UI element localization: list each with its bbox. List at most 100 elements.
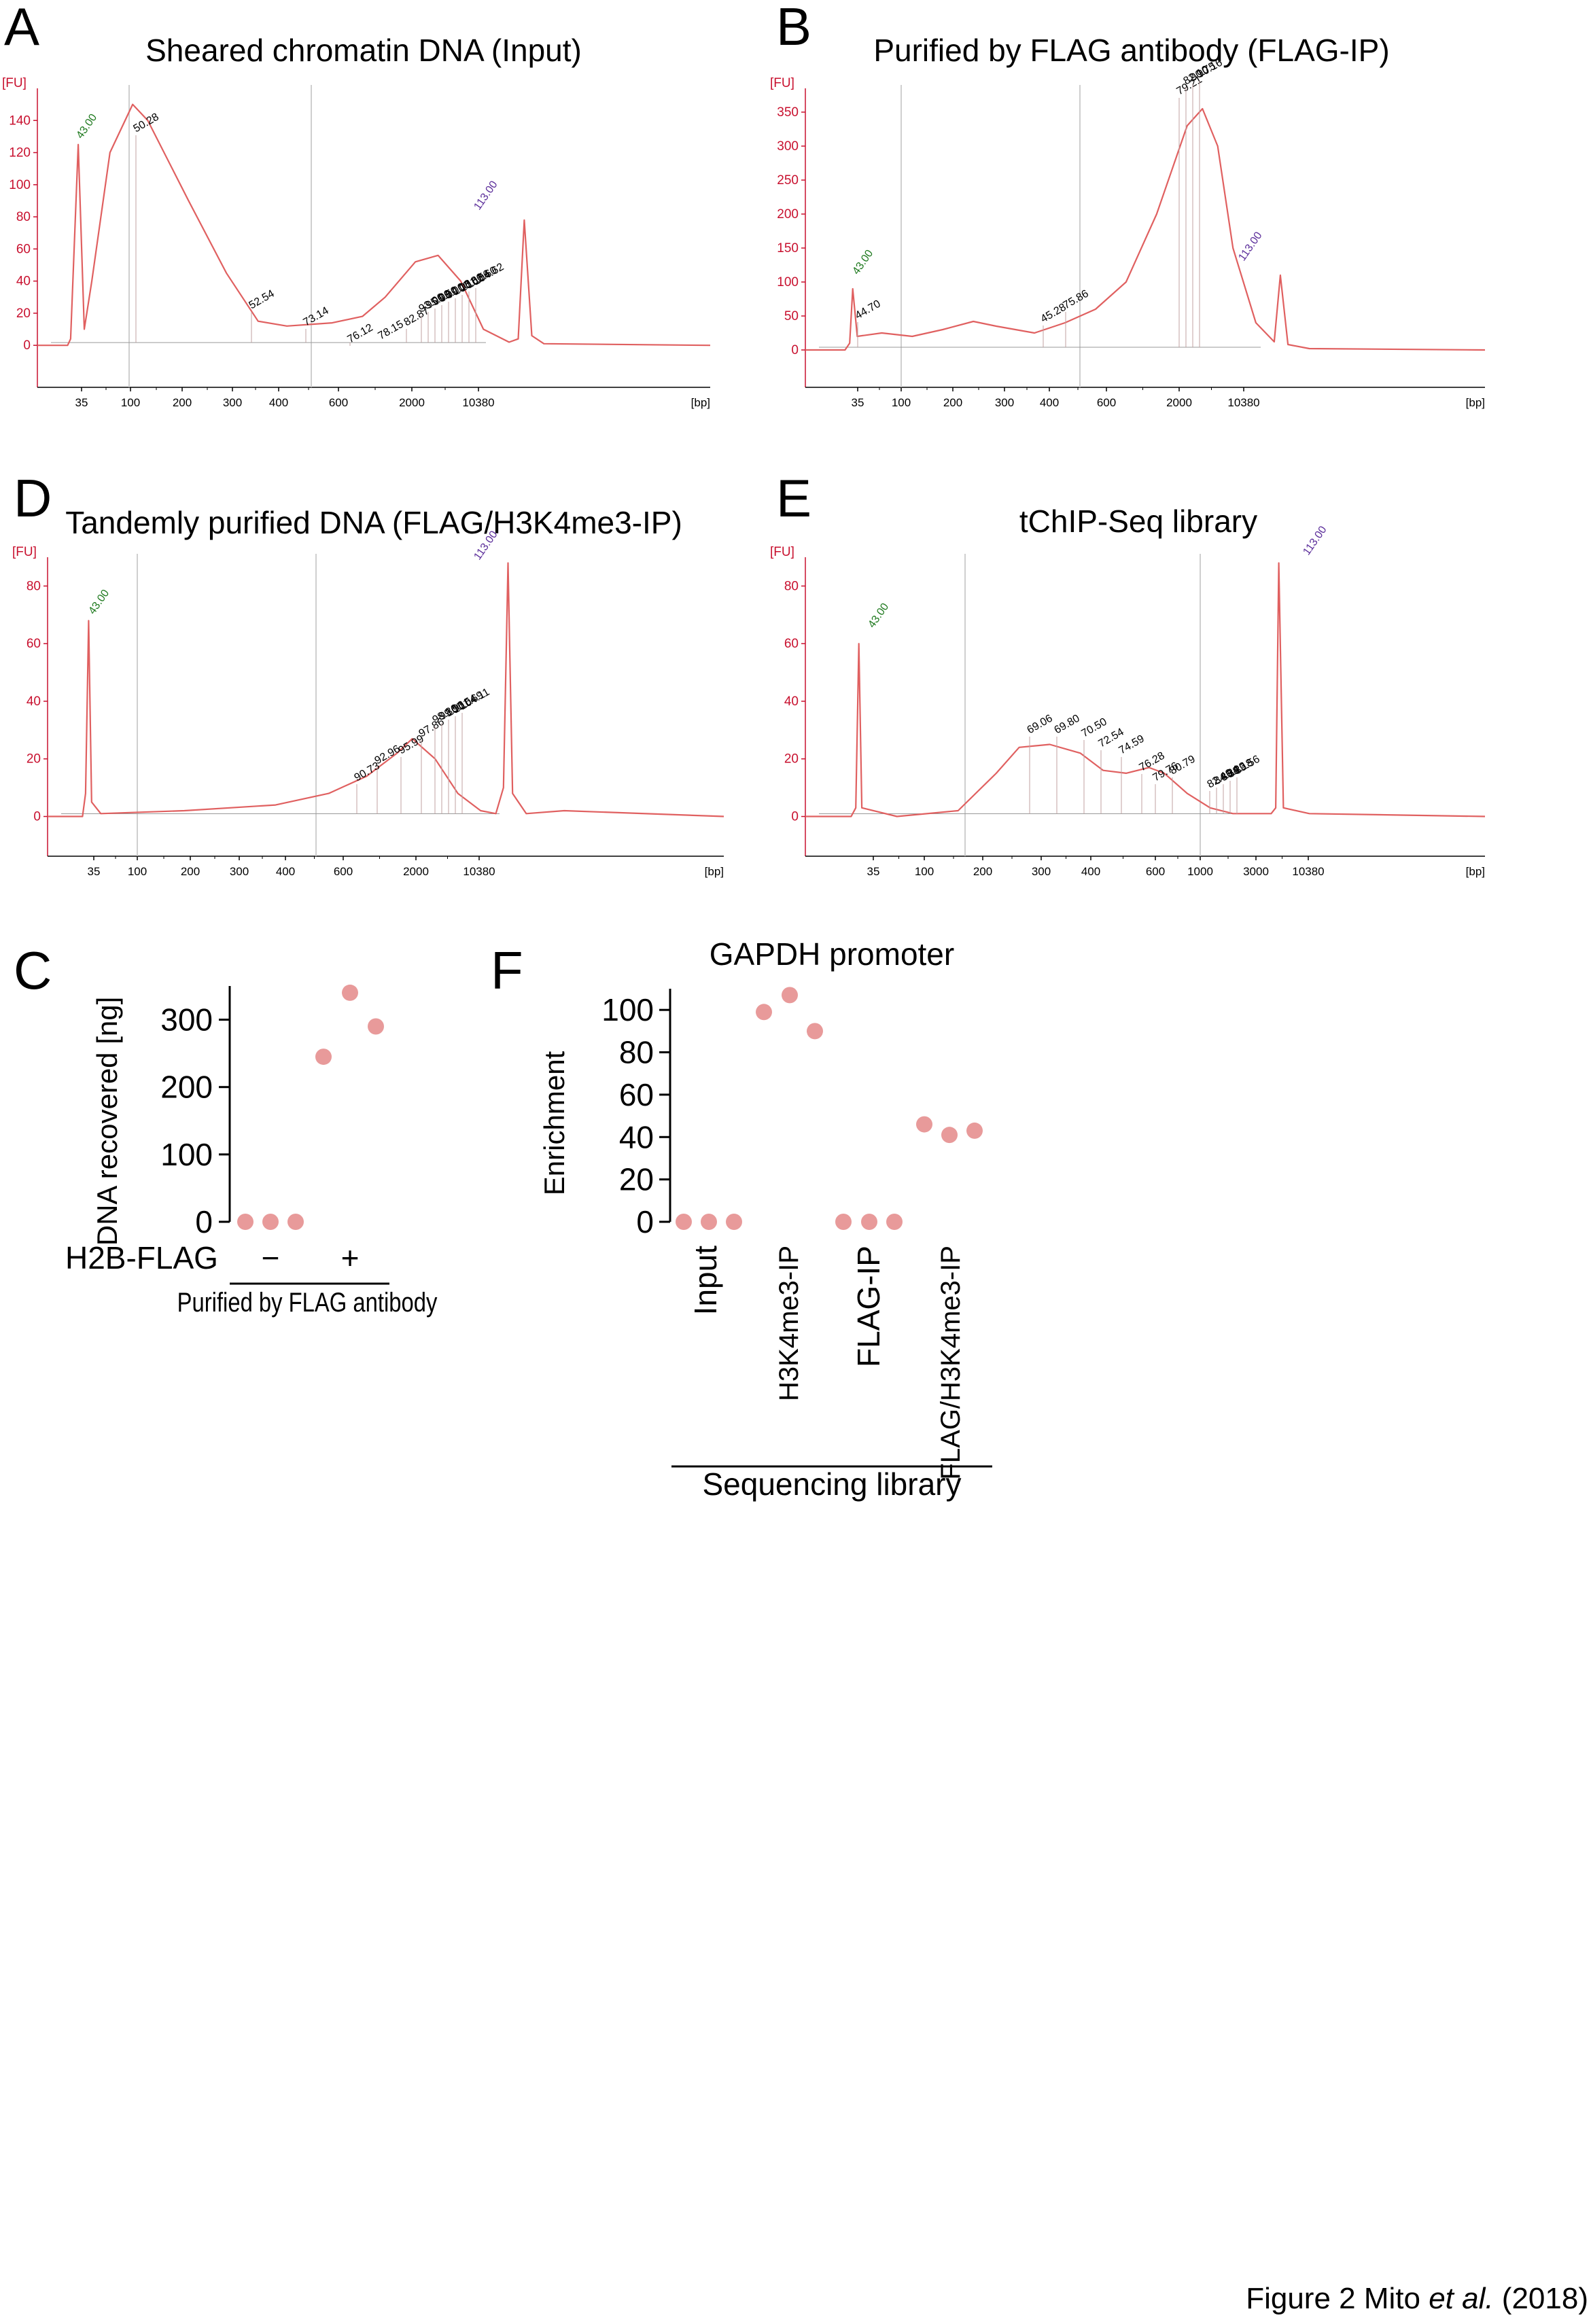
x-tick-label: 400 (1081, 865, 1100, 878)
y-tick-label: 100 (777, 275, 799, 289)
y-tick-label: 80 (16, 210, 31, 224)
panel-c-bracket-label: Purified by FLAG antibody (177, 1287, 438, 1318)
panel-c-data-point (287, 1214, 304, 1230)
panel-c-data-point (368, 1018, 384, 1035)
peak-label: 52.54 (247, 288, 277, 312)
peak-label: 104.62 (472, 261, 506, 287)
panel-letter-a: A (4, 0, 39, 56)
x-tick-label: 600 (1097, 396, 1116, 409)
panel-f-bracket-label: Sequencing library (702, 1466, 961, 1502)
y-tick-label: 0 (791, 343, 799, 357)
peak-label: 80.79 (1168, 754, 1197, 777)
x-tick-label: 3000 (1243, 865, 1269, 878)
x-tick-label: 100 (892, 396, 911, 409)
x-tick-label: 400 (276, 865, 295, 878)
x-tick-label: 10380 (462, 396, 494, 409)
y-tick-label: 80 (27, 579, 41, 593)
x-tick-label: 2000 (403, 865, 429, 878)
y-unit-label: [FU] (770, 545, 794, 559)
x-tick-label: 100 (915, 865, 934, 878)
panel-f-y-tick-label: 60 (619, 1077, 654, 1112)
electropherogram-trace (805, 562, 1486, 817)
y-unit-label: [FU] (770, 76, 794, 90)
panel-f-y-tick-label: 80 (619, 1035, 654, 1070)
x-tick-label: 35 (852, 396, 864, 409)
panel-f-data-point (886, 1214, 903, 1230)
panel-f-y-tick-label: 20 (619, 1162, 654, 1197)
y-unit-label: [FU] (12, 545, 37, 559)
panel-e-electropherogram: [FU] 0 20 40 60 80 35 100 200 300 400 600 1000 3000 10… (770, 524, 1486, 878)
panel-f-y-tick-label: 0 (636, 1204, 654, 1239)
x-unit-label: [bp] (1466, 865, 1485, 878)
peak-label: 89.56 (1233, 754, 1262, 777)
x-tick-label: 200 (943, 396, 962, 409)
x-unit-label: [bp] (705, 865, 724, 878)
peak-label: 73.14 (302, 305, 331, 329)
panel-c-data-point (342, 984, 358, 1001)
panel-c-dotplot: DNA recovered [ng] H2B-FLAG − + Purified… (65, 984, 438, 1318)
y-tick-label: 50 (784, 309, 799, 323)
panel-c-data-point (237, 1214, 253, 1230)
panel-f-data-point (726, 1214, 742, 1230)
electropherogram-trace (48, 562, 724, 817)
panel-c-plus-label: + (341, 1240, 360, 1275)
y-tick-label: 20 (16, 306, 31, 321)
peak-label: 76.12 (346, 322, 375, 346)
panel-f-data-point (701, 1214, 717, 1230)
peak-label: 69.80 (1053, 713, 1082, 737)
panel-f-category-label: H3K4me3-IP (774, 1246, 804, 1401)
y-tick-label: 150 (777, 241, 799, 256)
y-tick-label: 200 (777, 207, 799, 222)
panel-d-title: Tandemly purified DNA (FLAG/H3K4me3-IP) (65, 505, 682, 540)
panel-f-data-point (835, 1214, 852, 1230)
peak-label: 75.86 (1062, 288, 1091, 312)
panel-c-y-tick-label: 100 (160, 1137, 213, 1172)
y-unit-label: [FU] (2, 76, 27, 90)
panel-f-data-point (756, 1004, 772, 1021)
panel-f-category-label: Input (688, 1246, 723, 1316)
figure-caption: Figure 2 Mito et al. (2018) (1246, 2282, 1588, 2315)
y-tick-label: 60 (16, 242, 31, 256)
x-unit-label: [bp] (691, 396, 710, 409)
panel-f-data-point (941, 1127, 958, 1144)
panel-f-category-label: FLAG/H3K4me3-IP (936, 1246, 966, 1480)
panel-letter-e: E (776, 468, 811, 528)
lower-marker-label: 43.00 (86, 588, 111, 617)
panel-c-row-label: H2B-FLAG (65, 1240, 218, 1275)
panel-f-data-point (916, 1116, 932, 1133)
y-tick-label: 300 (777, 139, 799, 154)
x-tick-label: 400 (1040, 396, 1059, 409)
panel-d-electropherogram: [FU] 0 20 40 60 80 35 100 200 300 400 600 2000 10380 [… (12, 529, 724, 878)
peak-label: 104.11 (458, 686, 492, 713)
panel-f-title: GAPDH promoter (710, 936, 954, 972)
panel-c-y-tick-label: 200 (160, 1070, 213, 1105)
panel-f-data-point (807, 1023, 823, 1040)
panel-f-y-tick-label: 100 (601, 992, 654, 1027)
x-tick-label: 100 (128, 865, 147, 878)
panel-c-data-point (262, 1214, 279, 1230)
upper-marker-label: 113.00 (1236, 230, 1264, 263)
x-tick-label: 600 (334, 865, 353, 878)
x-tick-label: 600 (1146, 865, 1165, 878)
panel-a-electropherogram: [FU] 0 20 40 60 80 100 120 140 35 100 200 300 400 600 2… (2, 76, 711, 409)
y-tick-label: 120 (9, 146, 31, 160)
lower-marker-label: 43.00 (866, 601, 891, 631)
x-tick-label: 600 (329, 396, 348, 409)
y-tick-label: 0 (23, 338, 31, 353)
panel-c-minus-label: − (262, 1240, 280, 1275)
y-tick-label: 0 (33, 810, 41, 824)
panel-c-data-point (315, 1049, 332, 1066)
x-tick-label: 200 (173, 396, 192, 409)
panel-letter-b: B (776, 0, 811, 56)
peak-label: 78.15 (377, 319, 406, 342)
panel-c-y-tick-label: 300 (160, 1002, 213, 1038)
y-tick-label: 60 (784, 637, 799, 651)
panel-f-category-label: FLAG-IP (851, 1246, 886, 1367)
panel-f-data-point (676, 1214, 692, 1230)
x-tick-label: 1000 (1187, 865, 1213, 878)
x-unit-label: [bp] (1466, 396, 1485, 409)
panel-c-ylabel: DNA recovered [ng] (91, 997, 123, 1246)
y-tick-label: 20 (784, 752, 799, 767)
x-tick-label: 35 (88, 865, 101, 878)
panel-e-title: tChIP-Seq library (1019, 504, 1257, 539)
